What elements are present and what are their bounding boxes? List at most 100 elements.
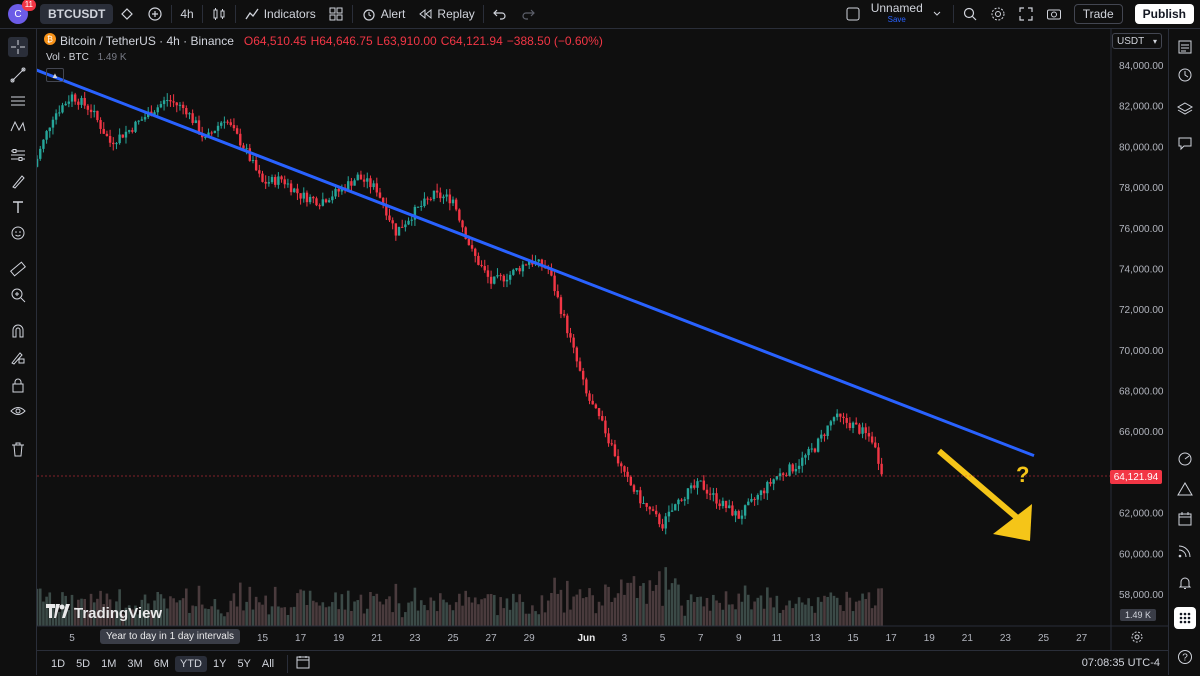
volume-bar — [820, 601, 823, 626]
range-button-all[interactable]: All — [261, 657, 275, 670]
alerts-panel-button[interactable] — [1175, 65, 1195, 85]
candle-body — [391, 220, 394, 224]
news-stream-button[interactable] — [1175, 541, 1195, 561]
pattern-tool[interactable] — [8, 117, 28, 137]
indicators-button[interactable]: Indicators — [238, 0, 322, 28]
trend-line-tool[interactable] — [8, 65, 28, 85]
settings-button[interactable] — [984, 0, 1012, 28]
volume-bar — [600, 605, 604, 626]
calendar-button[interactable] — [1175, 509, 1195, 529]
notifications-button[interactable] — [1175, 573, 1195, 593]
candle-body — [353, 180, 356, 186]
visibility-tool[interactable] — [8, 401, 28, 421]
candle-body — [423, 198, 426, 207]
templates-button[interactable] — [322, 0, 350, 28]
volume-bar — [429, 597, 433, 626]
technicals-button[interactable] — [1175, 449, 1195, 469]
candle-body — [693, 485, 696, 488]
emoji-tool[interactable] — [8, 223, 28, 243]
candle-body — [801, 457, 804, 466]
volume-bar — [791, 608, 795, 626]
trade-button[interactable]: Trade — [1068, 0, 1129, 28]
descending-trendline[interactable] — [37, 68, 1035, 458]
chats-button[interactable] — [1175, 133, 1195, 153]
range-button-1d[interactable]: 1D — [51, 657, 66, 670]
time-tick-label: 23 — [409, 633, 421, 644]
prediction-tool[interactable] — [8, 145, 28, 165]
ideas-button[interactable] — [1175, 479, 1195, 499]
layout-selector[interactable]: Unnamed Save — [839, 0, 951, 28]
help-button[interactable]: ? — [1175, 647, 1195, 667]
symbol-title[interactable]: Bitcoin / TetherUS · 4h · Binance — [60, 33, 234, 48]
quick-search-button[interactable] — [956, 0, 984, 28]
undo-button[interactable] — [486, 0, 514, 28]
zoom-tool[interactable] — [8, 285, 28, 305]
symbol-search-button[interactable]: BTCUSDT — [40, 4, 114, 24]
magnet-tool[interactable] — [8, 321, 28, 341]
volume-bar — [264, 595, 267, 626]
ruler-tool[interactable] — [8, 259, 28, 279]
products-button[interactable] — [1174, 607, 1196, 629]
volume-bar — [67, 610, 71, 626]
volume-bar — [324, 607, 328, 626]
time-tick-label: 25 — [447, 633, 459, 644]
time-axis[interactable]: 5 15 17 19 21 23 25 27 29 Jun 3 5 7 9 11 13 15 17 19 21 23 25… — [69, 633, 1087, 644]
text-tool[interactable] — [8, 197, 28, 217]
range-button-5d[interactable]: 5D — [76, 657, 91, 670]
range-button-ytd[interactable]: YTD — [174, 655, 207, 672]
lock-all-tool[interactable] — [8, 375, 28, 395]
compare-symbol-button[interactable] — [113, 0, 141, 28]
redo-button[interactable] — [514, 0, 542, 28]
axis-settings-button[interactable] — [1130, 630, 1144, 644]
chart-type-button[interactable] — [205, 0, 233, 28]
volume-bar — [165, 608, 169, 626]
snapshot-button[interactable] — [1040, 0, 1068, 28]
question-mark-annotation[interactable]: ? — [1016, 462, 1030, 487]
fullscreen-button[interactable] — [1012, 0, 1040, 28]
time-tick-label: 5 — [660, 633, 666, 644]
add-symbol-button[interactable] — [141, 0, 169, 28]
price-axis[interactable]: 84,000.00 82,000.00 80,000.00 78,000.00 76,0… — [1119, 61, 1164, 601]
volume-bar — [562, 612, 566, 626]
volume-bar — [689, 594, 693, 626]
watchlist-button[interactable] — [1175, 37, 1195, 57]
timezone-clock[interactable]: 07:08:35 UTC-4 — [1081, 657, 1160, 669]
publish-button[interactable]: Publish — [1129, 0, 1200, 28]
goto-date-button[interactable] — [296, 655, 310, 672]
currency-selector[interactable]: USDT ▾ — [1112, 33, 1162, 49]
range-button-1y[interactable]: 1Y — [212, 657, 227, 670]
arrow-annotation[interactable] — [937, 448, 1032, 541]
range-button-5y[interactable]: 5Y — [237, 657, 251, 670]
volume-bar — [38, 588, 42, 626]
remove-drawings-tool[interactable] — [8, 439, 28, 459]
volume-legend[interactable]: Vol · BTC 1.49 K — [46, 52, 127, 63]
volume-bar — [553, 577, 556, 626]
range-button-6m[interactable]: 6M — [153, 657, 169, 670]
fib-tool[interactable] — [8, 91, 28, 111]
collapse-legend-button[interactable]: ▲ — [46, 68, 64, 82]
crosshair-tool[interactable] — [8, 37, 28, 57]
alert-button[interactable]: Alert — [355, 0, 412, 28]
volume-bar — [743, 585, 747, 626]
volume-bar — [775, 595, 779, 626]
time-tick-label: 7 — [698, 633, 704, 644]
volume-bar — [816, 597, 820, 626]
interval-button[interactable]: 4h — [174, 0, 199, 28]
price-chart[interactable]: 84,000.00 82,000.00 80,000.00 78,000.00 76,0… — [37, 29, 1168, 650]
lock-drawing-tool[interactable] — [8, 347, 28, 367]
object-tree-button[interactable] — [1175, 99, 1195, 119]
range-button-1m[interactable]: 1M — [101, 657, 117, 670]
volume-bar — [89, 593, 93, 626]
candle-body — [270, 177, 274, 183]
replay-button[interactable]: Replay — [411, 0, 480, 28]
candle-body — [324, 199, 328, 203]
volume-bar — [651, 590, 655, 626]
range-button-3m[interactable]: 3M — [127, 657, 143, 670]
candle-body — [102, 128, 105, 134]
eye-icon — [10, 407, 26, 415]
brush-tool[interactable] — [8, 171, 28, 191]
volume-bar — [102, 604, 106, 626]
user-avatar[interactable]: C 11 — [8, 0, 36, 24]
candle-body — [772, 479, 775, 484]
tradingview-logo[interactable]: TradingView — [46, 598, 162, 622]
